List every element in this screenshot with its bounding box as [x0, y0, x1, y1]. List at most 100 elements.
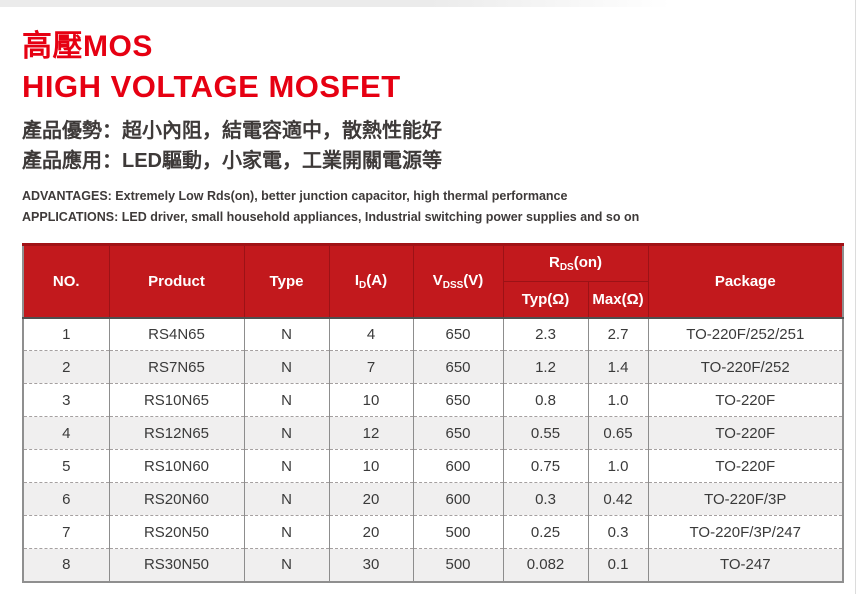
cell-package: TO-220F/252 [647, 350, 844, 384]
header-package: Package [647, 243, 844, 319]
header-typ: Typ(Ω) [502, 281, 589, 319]
cell-max: 0.3 [587, 515, 649, 549]
cell-product: RS30N50 [108, 548, 245, 582]
table-header: NO. Product Type ID(A) VDSS(V) RDS(on) P… [22, 243, 844, 319]
cell-max: 1.4 [587, 350, 649, 384]
page-title-chinese: 高壓MOS [22, 30, 153, 63]
cell-max: 0.42 [587, 482, 649, 516]
cell-type: N [243, 449, 330, 483]
table-row: 3 RS10N65 N 10 650 0.8 1.0 TO-220F [22, 383, 844, 417]
cell-type: N [243, 416, 330, 450]
cell-package: TO-220F/3P [647, 482, 844, 516]
cell-type: N [243, 350, 330, 384]
cell-vdss: 650 [412, 317, 504, 351]
header-vdss-base: V [432, 271, 443, 289]
top-edge-strip [0, 0, 860, 7]
cell-max: 0.65 [587, 416, 649, 450]
cell-id: 20 [328, 482, 414, 516]
cell-vdss: 500 [412, 548, 504, 582]
header-id-sub: D [359, 279, 367, 291]
advantages-line-en: ADVANTAGES: Extremely Low Rds(on), bette… [22, 189, 568, 203]
table-row: 6 RS20N60 N 20 600 0.3 0.42 TO-220F/3P [22, 482, 844, 516]
cell-typ: 0.25 [502, 515, 589, 549]
cell-package: TO-220F [647, 383, 844, 417]
header-rds-sub: DS [559, 262, 574, 273]
header-rds-rest: (on) [573, 254, 603, 271]
cell-id: 12 [328, 416, 414, 450]
header-id: ID(A) [328, 243, 414, 319]
cell-type: N [243, 482, 330, 516]
cell-package: TO-220F/252/251 [647, 317, 844, 351]
cell-no: 4 [22, 416, 110, 450]
header-no: NO. [22, 243, 110, 319]
cell-type: N [243, 515, 330, 549]
cell-max: 1.0 [587, 449, 649, 483]
product-application-line-zh: 產品應用：LED驅動，小家電，工業開關電源等 [22, 150, 442, 172]
cell-package: TO-247 [647, 548, 844, 582]
cell-vdss: 650 [412, 383, 504, 417]
cell-id: 10 [328, 449, 414, 483]
page-right-border [855, 0, 856, 594]
cell-vdss: 600 [412, 482, 504, 516]
table-body: 1 RS4N65 N 4 650 2.3 2.7 TO-220F/252/251… [22, 317, 844, 582]
cell-product: RS10N60 [108, 449, 245, 483]
cell-product: RS20N60 [108, 482, 245, 516]
header-rds-base: R [548, 254, 560, 271]
header-product: Product [108, 243, 245, 319]
header-vdss-sub: DSS [442, 279, 464, 291]
applications-line-en: APPLICATIONS: LED driver, small househol… [22, 210, 640, 224]
cell-product: RS7N65 [108, 350, 245, 384]
table-row: 5 RS10N60 N 10 600 0.75 1.0 TO-220F [22, 449, 844, 483]
table-row: 1 RS4N65 N 4 650 2.3 2.7 TO-220F/252/251 [22, 317, 844, 351]
cell-max: 0.1 [587, 548, 649, 582]
cell-vdss: 500 [412, 515, 504, 549]
cell-typ: 0.75 [502, 449, 589, 483]
cell-typ: 1.2 [502, 350, 589, 384]
cell-id: 30 [328, 548, 414, 582]
cell-type: N [243, 317, 330, 351]
header-rds-on: RDS(on) [502, 243, 649, 282]
cell-type: N [243, 548, 330, 582]
cell-typ: 0.8 [502, 383, 589, 417]
cell-no: 1 [22, 317, 110, 351]
mosfet-spec-table: NO. Product Type ID(A) VDSS(V) RDS(on) P… [22, 243, 845, 583]
table-row: 7 RS20N50 N 20 500 0.25 0.3 TO-220F/3P/2… [22, 515, 844, 549]
table-row: 4 RS12N65 N 12 650 0.55 0.65 TO-220F [22, 416, 844, 450]
cell-typ: 0.3 [502, 482, 589, 516]
cell-no: 6 [22, 482, 110, 516]
table-row: 8 RS30N50 N 30 500 0.082 0.1 TO-247 [22, 548, 844, 582]
header-vdss: VDSS(V) [412, 243, 504, 319]
cell-typ: 0.55 [502, 416, 589, 450]
header-vdss-rest: (V) [463, 271, 484, 289]
product-feature-line-zh: 產品優勢：超小內阻，結電容適中，散熱性能好 [22, 120, 442, 142]
page-title-english: HIGH VOLTAGE MOSFET [22, 69, 401, 104]
cell-no: 5 [22, 449, 110, 483]
cell-vdss: 600 [412, 449, 504, 483]
cell-no: 2 [22, 350, 110, 384]
cell-product: RS12N65 [108, 416, 245, 450]
cell-max: 1.0 [587, 383, 649, 417]
cell-package: TO-220F [647, 416, 844, 450]
cell-id: 7 [328, 350, 414, 384]
cell-typ: 2.3 [502, 317, 589, 351]
cell-max: 2.7 [587, 317, 649, 351]
cell-vdss: 650 [412, 350, 504, 384]
cell-product: RS20N50 [108, 515, 245, 549]
cell-package: TO-220F/3P/247 [647, 515, 844, 549]
cell-product: RS10N65 [108, 383, 245, 417]
cell-package: TO-220F [647, 449, 844, 483]
cell-no: 3 [22, 383, 110, 417]
cell-product: RS4N65 [108, 317, 245, 351]
cell-no: 8 [22, 548, 110, 582]
table-row: 2 RS7N65 N 7 650 1.2 1.4 TO-220F/252 [22, 350, 844, 384]
header-max: Max(Ω) [587, 281, 649, 319]
header-type: Type [243, 243, 330, 319]
cell-id: 10 [328, 383, 414, 417]
header-id-base: I [354, 271, 360, 289]
cell-no: 7 [22, 515, 110, 549]
cell-id: 4 [328, 317, 414, 351]
cell-typ: 0.082 [502, 548, 589, 582]
header-id-rest: (A) [366, 271, 388, 289]
